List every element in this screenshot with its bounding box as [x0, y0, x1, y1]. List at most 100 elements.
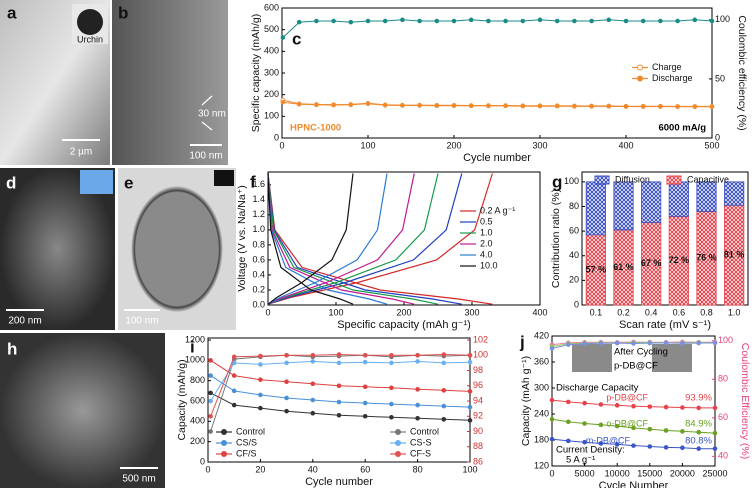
x-tick-label: 0.4: [645, 307, 658, 317]
marker: [296, 19, 302, 25]
marker: [389, 360, 394, 366]
annotation: 93.9%: [685, 393, 712, 404]
value-label: 81 %: [724, 250, 745, 260]
bar-segment: [613, 181, 634, 231]
marker: [549, 397, 555, 403]
marker: [696, 340, 701, 346]
legend-marker: [395, 451, 401, 457]
urchin-icon: [77, 9, 103, 35]
marker: [486, 18, 491, 24]
inset-photo: [80, 170, 113, 194]
y-tick-label: 100: [264, 111, 279, 121]
marker: [486, 103, 491, 109]
legend-label: 10.0: [480, 260, 498, 270]
panel-letter: i: [190, 337, 195, 356]
series-line: [282, 19, 713, 38]
marker: [467, 359, 473, 365]
annotation: Current Density:: [556, 445, 625, 456]
marker: [680, 341, 685, 346]
y-tick-label: 600: [190, 395, 205, 405]
marker: [258, 362, 263, 367]
marker: [565, 399, 571, 405]
marker: [549, 416, 555, 422]
legend-label: 0.5: [480, 216, 493, 226]
plot-frame: [281, 7, 713, 139]
marker: [415, 402, 420, 408]
marker: [362, 400, 368, 406]
panel-letter: b: [118, 3, 128, 22]
marker: [614, 340, 620, 346]
marker: [680, 405, 685, 410]
x-axis-title: Specific capacity (mAh g⁻¹): [337, 319, 471, 331]
panel-letter: g: [552, 172, 562, 191]
marker: [336, 352, 342, 357]
marker: [589, 18, 594, 24]
marker: [663, 340, 669, 346]
plot-frame: [581, 171, 749, 306]
y-tick-label: 40: [569, 250, 579, 260]
legend-label: 4.0: [480, 249, 493, 259]
x-tick-label: 400: [618, 140, 633, 150]
marker: [336, 383, 342, 389]
x-tick-label: 500: [704, 140, 719, 150]
marker: [258, 377, 263, 382]
y-tick-label: 1.6: [252, 179, 265, 189]
panel-letter: d: [6, 173, 16, 192]
marker: [415, 387, 420, 392]
marker: [640, 104, 646, 109]
marker: [606, 104, 612, 109]
marker: [712, 340, 718, 346]
marker: [231, 360, 237, 366]
marker: [348, 19, 354, 25]
scale-bar-label: 100 nm: [125, 316, 158, 327]
marker: [631, 403, 636, 409]
series-line: [267, 173, 354, 305]
marker: [400, 103, 405, 108]
bar-segment: [585, 181, 606, 236]
marker: [520, 103, 526, 109]
micrograph: [118, 168, 236, 330]
marker: [467, 418, 473, 423]
marker: [365, 18, 371, 24]
y-tick-label: 0.2: [252, 284, 265, 294]
micrograph: [112, 0, 228, 165]
marker: [310, 410, 316, 416]
marker: [565, 342, 571, 347]
bar-segment: [668, 181, 689, 217]
y-tick-label: 0: [200, 456, 205, 466]
marker: [696, 405, 701, 411]
inset-photo: [572, 344, 612, 372]
marker: [680, 429, 685, 434]
x-axis-title: Cycle Number: [599, 480, 669, 488]
x-tick-label: 0.2: [617, 307, 630, 317]
y-tick-label: 420: [534, 330, 549, 340]
marker: [598, 341, 604, 346]
marker: [554, 103, 560, 109]
marker: [389, 401, 394, 407]
x-axis-title: Scan rate (mV s⁻¹): [619, 319, 711, 331]
bar-segment: [724, 181, 745, 206]
bar-segment: [641, 181, 662, 223]
y-tick-label: 1200: [185, 334, 205, 344]
scale-bar-label: 500 nm: [122, 474, 155, 485]
marker: [658, 104, 663, 109]
x-tick-label: 80: [413, 464, 423, 474]
legend-marker: [637, 75, 643, 82]
panel-letter: j: [519, 332, 525, 351]
y-tick-label: 400: [190, 416, 205, 426]
legend-marker: [221, 451, 227, 457]
marker: [336, 412, 342, 418]
legend-label: Control: [410, 426, 439, 436]
marker: [658, 18, 663, 24]
marker: [415, 353, 420, 358]
marker: [389, 414, 394, 420]
marker: [631, 341, 636, 346]
marker: [520, 18, 526, 24]
marker: [208, 358, 213, 363]
marker: [208, 373, 213, 378]
marker: [680, 445, 685, 451]
scale-bar-label: 2 µm: [70, 147, 92, 158]
marker: [417, 103, 422, 108]
marker: [365, 101, 371, 107]
y-tick-label: 0.6: [252, 254, 265, 264]
